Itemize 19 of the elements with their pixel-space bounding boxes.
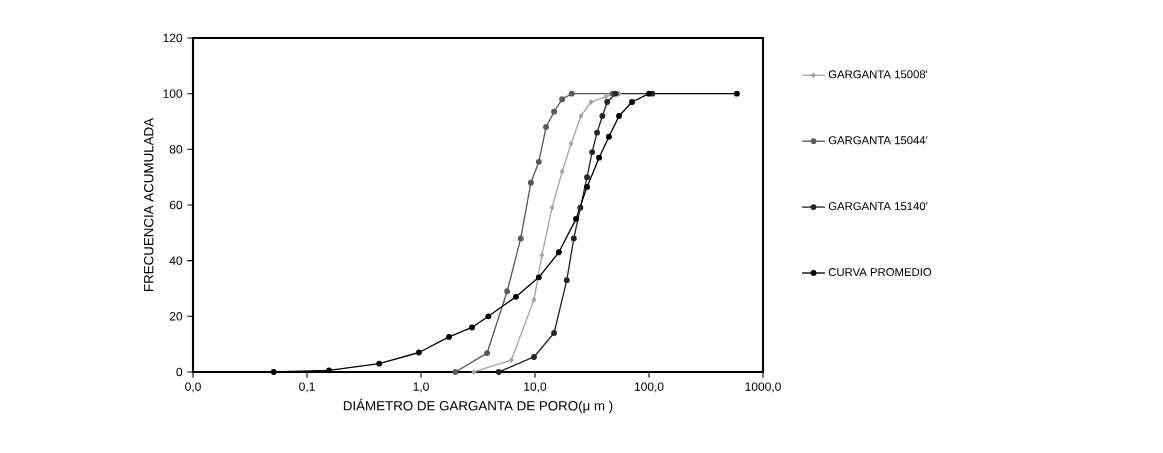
y-tick-label: 20	[169, 312, 183, 321]
y-tick-label: 100	[163, 89, 183, 98]
x-axis-title: DIÁMETRO DE GARGANTA DE PORO(μ m )	[343, 398, 613, 414]
x-tick-label: 0,0	[185, 382, 201, 393]
legend-label: GARGANTA 15008'	[828, 70, 928, 79]
y-tick-label: 0	[176, 367, 183, 377]
x-tick-label: 0,1	[299, 382, 315, 393]
legend-label: CURVA PROMEDIO	[828, 268, 932, 277]
legend-label: GARGANTA 15140'	[828, 202, 928, 211]
y-tick-label: 80	[169, 145, 183, 154]
y-tick-label: 40	[169, 256, 183, 265]
y-axis-title: FRECUENCIA ACUMULADA	[144, 118, 154, 291]
legend-label: GARGANTA 15044'	[828, 136, 928, 145]
y-tick-label: 60	[169, 200, 183, 210]
x-tick-label: 1000,0	[745, 382, 781, 393]
x-tick-label: 10,0	[524, 382, 547, 393]
x-tick-label: 100,0	[634, 382, 664, 393]
x-tick-label: 1,0	[413, 382, 429, 393]
y-tick-label: 120	[163, 33, 183, 43]
